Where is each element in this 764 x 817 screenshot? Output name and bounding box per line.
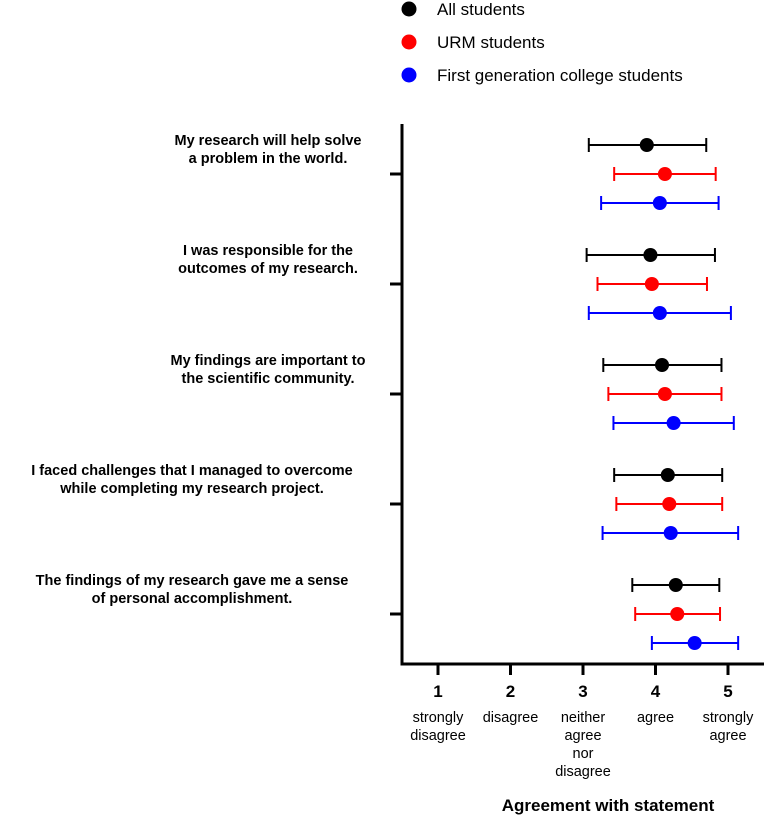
error-bar-group: [607, 387, 723, 401]
x-tick-label: 3: [578, 682, 587, 701]
error-bar-group: [631, 578, 721, 592]
legend-marker: [401, 67, 417, 83]
mean-point: [639, 138, 654, 152]
legend-label: First generation college students: [437, 66, 683, 85]
x-tick-description: strongly: [703, 710, 755, 726]
mean-point: [670, 607, 685, 621]
error-bar-group: [650, 636, 740, 650]
statement-label: a problem in the world.: [189, 151, 348, 167]
statement-label: My findings are important to: [171, 353, 366, 369]
x-tick-description: disagree: [483, 710, 539, 726]
data-marks: [585, 138, 740, 650]
error-bar-group: [587, 138, 708, 152]
error-bar-group: [612, 416, 735, 430]
legend-marker: [401, 1, 417, 17]
error-bar-group: [613, 167, 717, 181]
statement-label: the scientific community.: [182, 371, 355, 387]
error-bar-group: [613, 468, 724, 482]
error-bar-group: [634, 607, 722, 621]
mean-point: [657, 387, 672, 401]
legend: All students URM students First generation…: [401, 0, 683, 85]
mean-point: [687, 636, 702, 650]
mean-point: [668, 578, 683, 592]
mean-point: [657, 167, 672, 181]
statement-label: I faced challenges that I managed to ove…: [31, 463, 353, 479]
error-bar-group: [600, 196, 720, 210]
x-tick-description: disagree: [410, 728, 466, 744]
statement-label: I was responsible for the: [183, 243, 353, 259]
error-bar-group: [585, 248, 716, 262]
error-bar-group: [602, 358, 723, 372]
mean-point: [655, 358, 670, 372]
mean-point: [643, 248, 658, 262]
mean-point: [666, 416, 681, 430]
legend-label: URM students: [437, 33, 545, 52]
x-tick-label: 5: [723, 682, 732, 701]
mean-point: [644, 277, 659, 291]
x-tick-description: neither: [561, 710, 606, 726]
x-tick-description: disagree: [555, 764, 611, 780]
x-tick-description: agree: [564, 728, 601, 744]
x-tick-description: agree: [709, 728, 746, 744]
mean-point: [663, 526, 678, 540]
mean-point: [652, 306, 667, 320]
error-bar-group: [596, 277, 708, 291]
x-tick-label: 2: [506, 682, 515, 701]
error-bar-group: [587, 306, 732, 320]
mean-point: [652, 196, 667, 210]
x-tick-description: strongly: [413, 710, 465, 726]
error-bar-group: [615, 497, 724, 511]
x-tick-description: nor: [573, 746, 594, 762]
legend-label: All students: [437, 0, 525, 19]
statement-label: outcomes of my research.: [178, 261, 358, 277]
x-tick-label: 1: [433, 682, 442, 701]
statement-label: while completing my research project.: [59, 481, 324, 497]
statement-labels: My research will help solve a problem in …: [31, 133, 365, 607]
statement-label: My research will help solve: [175, 133, 362, 149]
statement-label: The findings of my research gave me a se…: [36, 573, 349, 589]
mean-point: [662, 497, 677, 511]
statement-label: of personal accomplishment.: [92, 591, 293, 607]
mean-point: [660, 468, 675, 482]
x-axis-label: Agreement with statement: [502, 796, 715, 815]
legend-marker: [401, 34, 417, 50]
x-ticks: 1 strongly disagree 2 disagree 3 neither agree n…: [410, 664, 754, 780]
x-tick-label: 4: [651, 682, 661, 701]
x-tick-description: agree: [637, 710, 674, 726]
error-bar-group: [601, 526, 740, 540]
